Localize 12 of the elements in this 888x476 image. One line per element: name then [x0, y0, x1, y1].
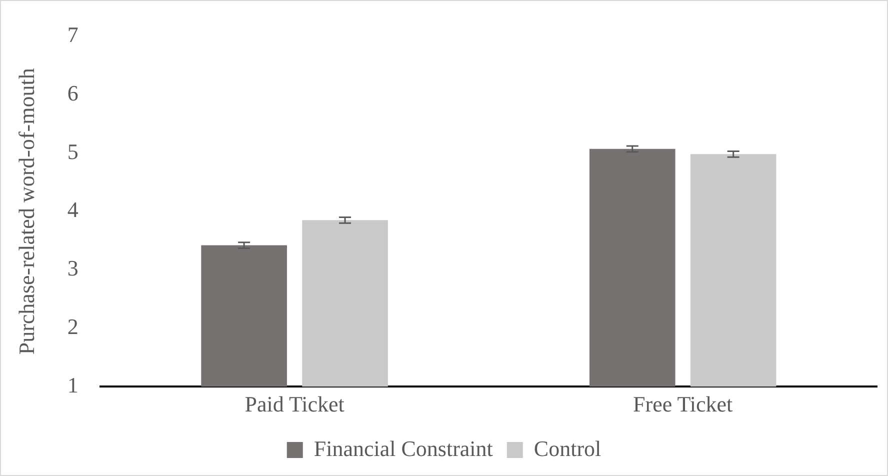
x-tick-label: Paid Ticket — [244, 392, 344, 417]
y-tick-label: 3 — [67, 256, 78, 281]
y-tick-label: 7 — [67, 22, 78, 47]
legend-label: Financial Constraint — [314, 436, 493, 461]
y-tick-label: 4 — [67, 197, 78, 222]
y-tick-label: 2 — [67, 314, 78, 339]
legend-label: Control — [534, 436, 602, 461]
y-tick-label: 5 — [67, 138, 78, 164]
y-tick-label: 6 — [67, 80, 78, 106]
y-tick-label: 1 — [67, 372, 78, 398]
x-tick-label: Free Ticket — [633, 392, 733, 417]
y-axis-title: Purchase-related word-of-mouth — [14, 68, 39, 355]
